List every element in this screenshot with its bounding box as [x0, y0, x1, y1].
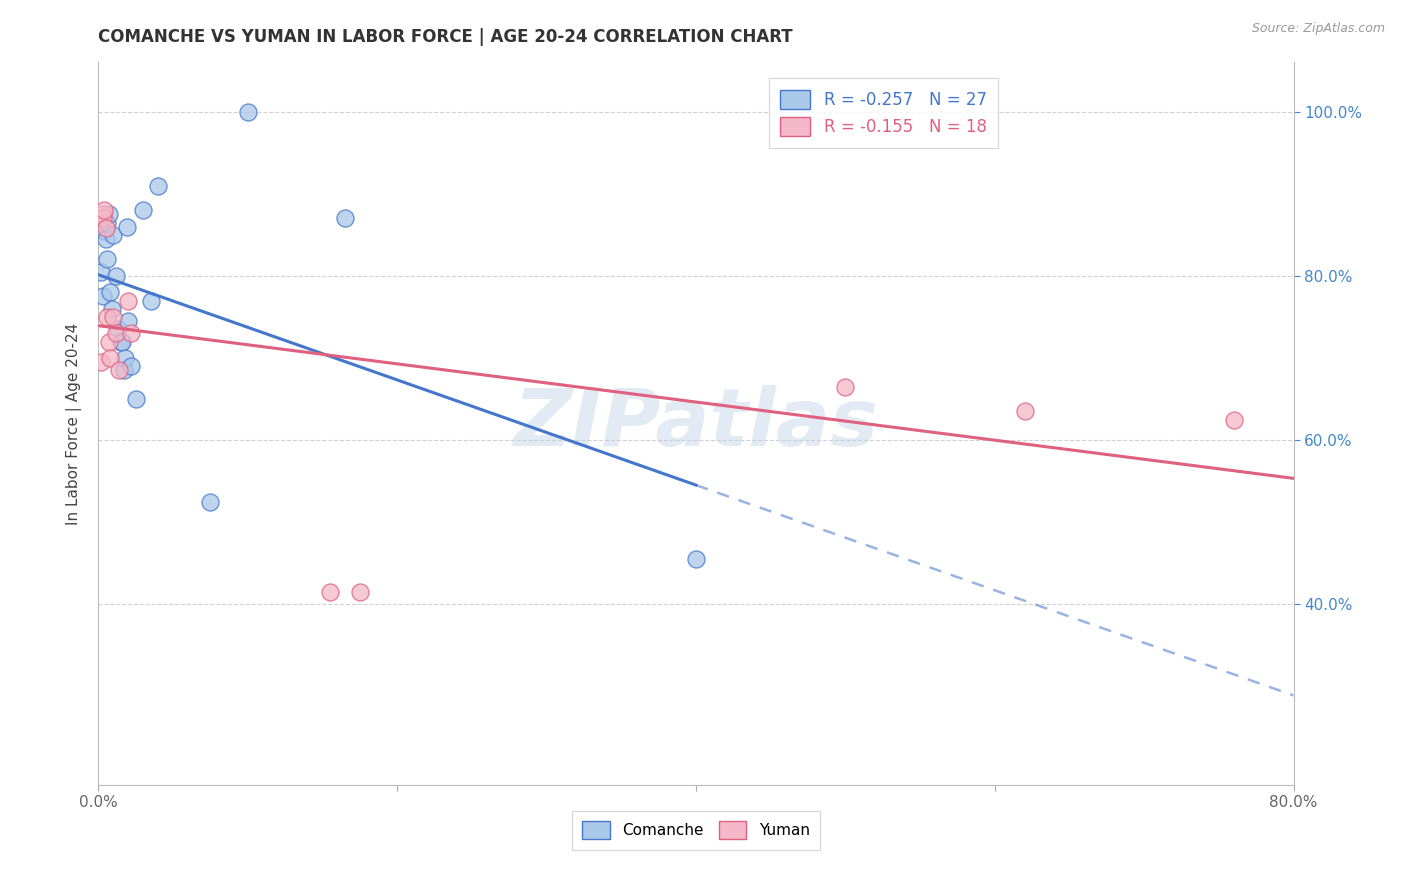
Point	[93, 224, 115, 238]
Point	[110, 334, 132, 349]
Point	[120, 359, 142, 374]
Point	[120, 326, 142, 341]
Point	[111, 334, 134, 349]
Point	[93, 203, 115, 218]
Point	[319, 585, 342, 599]
Point	[333, 211, 356, 226]
Point	[96, 252, 118, 267]
Point	[98, 285, 122, 300]
Point	[117, 293, 139, 308]
Point	[103, 227, 125, 242]
Point	[91, 207, 114, 221]
Point	[1014, 404, 1036, 418]
Point	[148, 178, 170, 193]
Point	[96, 310, 118, 324]
Point	[94, 232, 117, 246]
Point	[1223, 412, 1246, 426]
Point	[114, 351, 136, 365]
Point	[139, 293, 162, 308]
Legend: Comanche, Yuman: Comanche, Yuman	[572, 811, 820, 849]
Point	[97, 207, 120, 221]
Point	[96, 215, 118, 229]
Y-axis label: In Labor Force | Age 20-24: In Labor Force | Age 20-24	[66, 323, 83, 524]
Point	[834, 380, 856, 394]
Point	[685, 552, 707, 566]
Point	[112, 363, 135, 377]
Point	[107, 322, 129, 336]
Point	[200, 494, 222, 508]
Point	[117, 314, 139, 328]
Text: ZIPatlas: ZIPatlas	[513, 384, 879, 463]
Text: COMANCHE VS YUMAN IN LABOR FORCE | AGE 20-24 CORRELATION CHART: COMANCHE VS YUMAN IN LABOR FORCE | AGE 2…	[98, 28, 793, 45]
Point	[105, 268, 128, 283]
Point	[125, 392, 148, 406]
Point	[105, 326, 128, 341]
Point	[97, 334, 120, 349]
Point	[132, 203, 155, 218]
Point	[103, 310, 125, 324]
Point	[91, 211, 114, 226]
Point	[90, 265, 112, 279]
Text: Source: ZipAtlas.com: Source: ZipAtlas.com	[1251, 22, 1385, 36]
Point	[94, 221, 117, 235]
Point	[349, 585, 371, 599]
Point	[101, 301, 124, 316]
Point	[91, 289, 114, 303]
Point	[115, 219, 138, 234]
Point	[236, 104, 259, 119]
Point	[90, 355, 112, 369]
Point	[98, 351, 122, 365]
Point	[108, 363, 131, 377]
